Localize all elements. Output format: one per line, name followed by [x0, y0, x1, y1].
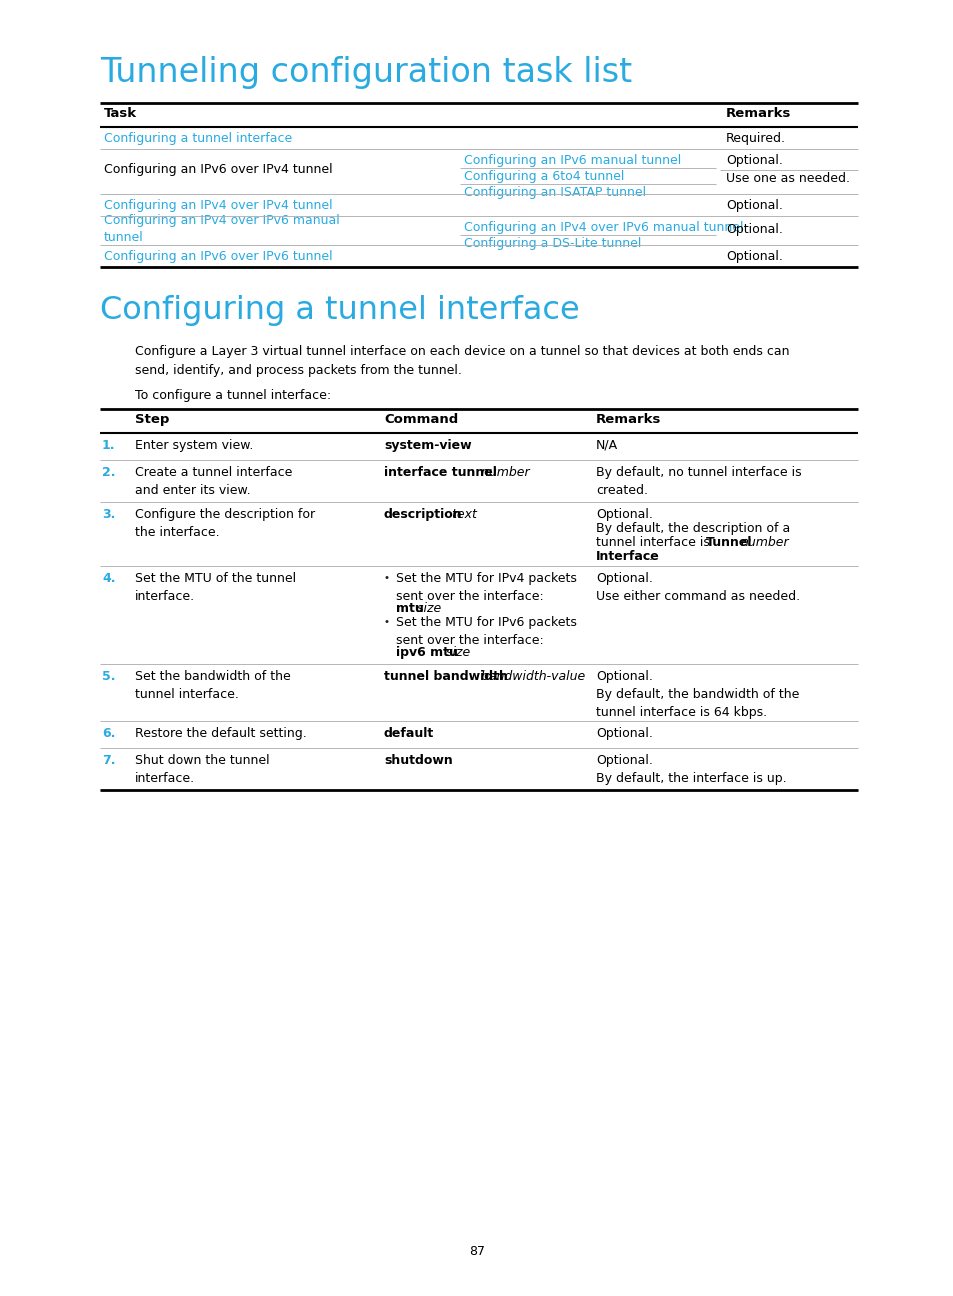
Text: By default, the description of a: By default, the description of a: [596, 522, 789, 535]
Text: Optional.: Optional.: [725, 250, 782, 263]
Text: Configuring a DS-Lite tunnel: Configuring a DS-Lite tunnel: [463, 237, 640, 250]
Text: 87: 87: [469, 1245, 484, 1258]
Text: Restore the default setting.: Restore the default setting.: [135, 727, 307, 740]
Text: 6.: 6.: [102, 727, 115, 740]
Text: Optional.
By default, the bandwidth of the
tunnel interface is 64 kbps.: Optional. By default, the bandwidth of t…: [596, 670, 799, 719]
Text: bandwidth-value: bandwidth-value: [476, 670, 584, 683]
Text: Optional.
By default, the interface is up.: Optional. By default, the interface is u…: [596, 754, 786, 785]
Text: interface tunnel: interface tunnel: [384, 467, 497, 480]
Text: Remarks: Remarks: [725, 108, 791, 121]
Text: Task: Task: [104, 108, 137, 121]
Text: Use one as needed.: Use one as needed.: [725, 172, 849, 185]
Text: number: number: [740, 537, 788, 550]
Text: Configuring an IPv6 over IPv4 tunnel: Configuring an IPv6 over IPv4 tunnel: [104, 163, 333, 176]
Text: Interface: Interface: [596, 550, 659, 562]
Text: number: number: [476, 467, 529, 480]
Text: tunnel bandwidth: tunnel bandwidth: [384, 670, 507, 683]
Text: description: description: [384, 508, 462, 521]
Text: Configuring an IPv6 over IPv6 tunnel: Configuring an IPv6 over IPv6 tunnel: [104, 250, 333, 263]
Text: Remarks: Remarks: [596, 413, 660, 426]
Text: N/A: N/A: [596, 439, 618, 452]
Text: default: default: [384, 727, 434, 740]
Text: Configure the description for
the interface.: Configure the description for the interf…: [135, 508, 314, 539]
Text: shutdown: shutdown: [384, 754, 453, 767]
Text: 2.: 2.: [102, 467, 115, 480]
Text: 7.: 7.: [102, 754, 115, 767]
Text: Create a tunnel interface
and enter its view.: Create a tunnel interface and enter its …: [135, 467, 292, 496]
Text: Step: Step: [135, 413, 170, 426]
Text: 5.: 5.: [102, 670, 115, 683]
Text: Optional.: Optional.: [596, 508, 652, 521]
Text: Configure a Layer 3 virtual tunnel interface on each device on a tunnel so that : Configure a Layer 3 virtual tunnel inter…: [135, 345, 789, 377]
Text: system-view: system-view: [384, 439, 471, 452]
Text: Configuring an IPv4 over IPv4 tunnel: Configuring an IPv4 over IPv4 tunnel: [104, 200, 333, 213]
Text: Shut down the tunnel
interface.: Shut down the tunnel interface.: [135, 754, 270, 785]
Text: Configuring an ISATAP tunnel: Configuring an ISATAP tunnel: [463, 187, 645, 200]
Text: Command: Command: [384, 413, 457, 426]
Text: •: •: [384, 573, 390, 583]
Text: 3.: 3.: [102, 508, 115, 521]
Text: 1.: 1.: [102, 439, 115, 452]
Text: Set the MTU for IPv6 packets
sent over the interface:: Set the MTU for IPv6 packets sent over t…: [395, 616, 577, 647]
Text: Optional.: Optional.: [725, 154, 782, 167]
Text: text: text: [447, 508, 476, 521]
Text: Configuring a tunnel interface: Configuring a tunnel interface: [100, 295, 579, 327]
Text: .: .: [647, 550, 652, 562]
Text: Set the MTU for IPv4 packets
sent over the interface:: Set the MTU for IPv4 packets sent over t…: [395, 572, 577, 603]
Text: 4.: 4.: [102, 572, 115, 584]
Text: By default, no tunnel interface is
created.: By default, no tunnel interface is creat…: [596, 467, 801, 496]
Text: Configuring an IPv6 manual tunnel: Configuring an IPv6 manual tunnel: [463, 154, 680, 167]
Text: Set the MTU of the tunnel
interface.: Set the MTU of the tunnel interface.: [135, 572, 295, 603]
Text: Tunnel: Tunnel: [705, 537, 752, 550]
Text: ipv6 mtu: ipv6 mtu: [395, 645, 457, 658]
Text: size: size: [442, 645, 470, 658]
Text: Configuring a tunnel interface: Configuring a tunnel interface: [104, 132, 292, 145]
Text: Configuring a 6to4 tunnel: Configuring a 6to4 tunnel: [463, 170, 623, 183]
Text: Enter system view.: Enter system view.: [135, 439, 253, 452]
Text: tunnel interface is: tunnel interface is: [596, 537, 713, 550]
Text: To configure a tunnel interface:: To configure a tunnel interface:: [135, 389, 331, 402]
Text: Tunneling configuration task list: Tunneling configuration task list: [100, 56, 632, 89]
Text: size: size: [413, 603, 441, 616]
Text: Configuring an IPv4 over IPv6 manual
tunnel: Configuring an IPv4 over IPv6 manual tun…: [104, 214, 339, 244]
Text: Set the bandwidth of the
tunnel interface.: Set the bandwidth of the tunnel interfac…: [135, 670, 291, 701]
Text: Configuring an IPv4 over IPv6 manual tunnel: Configuring an IPv4 over IPv6 manual tun…: [463, 222, 742, 235]
Text: •: •: [384, 617, 390, 627]
Text: Required.: Required.: [725, 132, 785, 145]
Text: Optional.: Optional.: [725, 200, 782, 213]
Text: mtu: mtu: [395, 603, 423, 616]
Text: Optional.
Use either command as needed.: Optional. Use either command as needed.: [596, 572, 800, 603]
Text: Optional.: Optional.: [596, 727, 652, 740]
Text: Optional.: Optional.: [725, 223, 782, 236]
